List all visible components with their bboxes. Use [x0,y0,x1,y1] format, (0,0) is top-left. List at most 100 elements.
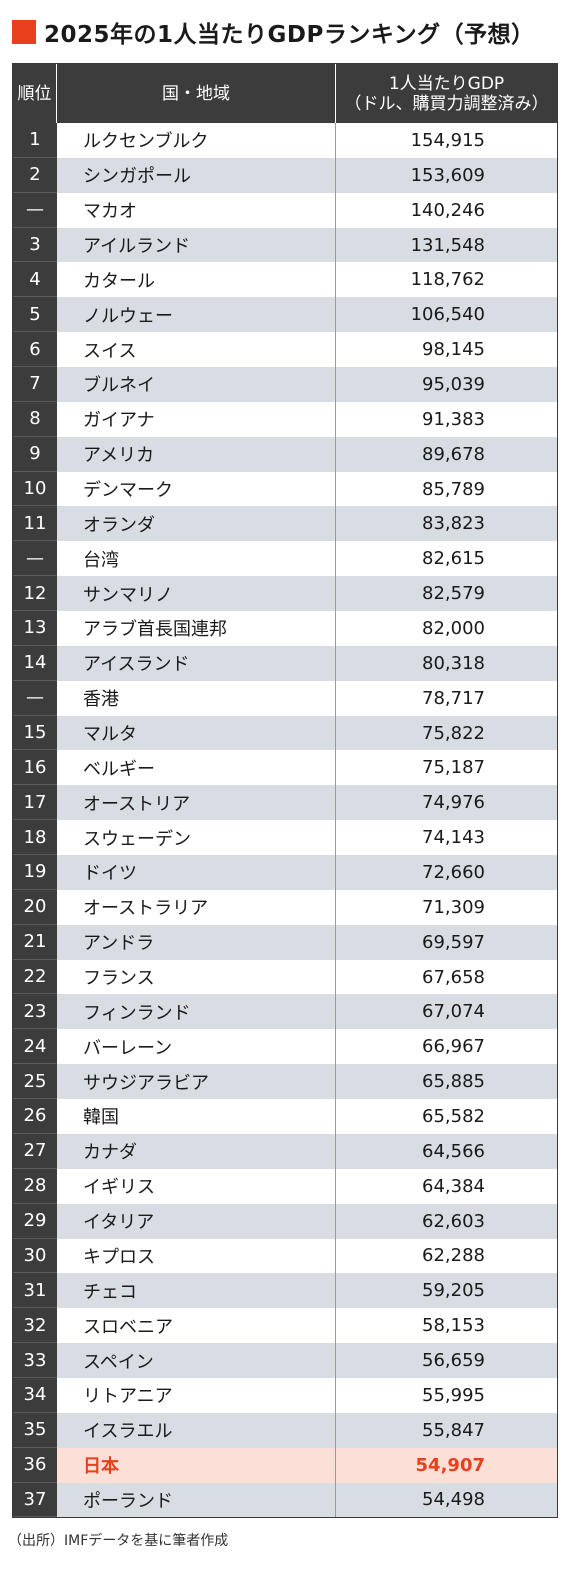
table-row: 28 イギリス 64,384 [13,1168,557,1204]
gdp-cell: 140,246 [410,199,485,221]
table-row: 18 スウェーデン 74,143 [13,820,557,856]
table-row: 1 ルクセンブルク 154,915 [13,123,557,158]
country-cell: オーストリア [57,785,336,821]
rank-cell: 37 [13,1482,57,1518]
country-cell: アラブ首長国連邦 [57,611,336,646]
table-row: 17 オーストリア 74,976 [13,785,557,821]
gdp-cell: 75,822 [422,722,485,744]
rank-cell: 33 [13,1343,57,1378]
gdp-cell: 153,609 [410,164,485,186]
country-cell: フィンランド [57,994,336,1030]
rank-cell: 30 [13,1238,57,1274]
gdp-cell: 65,885 [422,1071,485,1093]
country-cell: マカオ [57,192,336,228]
country-cell: フランス [57,959,336,995]
table-row: 15 マルタ 75,822 [13,715,557,751]
rank-cell: 20 [13,889,57,925]
gdp-cell: 118,762 [410,269,485,291]
gdp-cell: 58,153 [422,1315,485,1337]
rank-cell: 9 [13,436,57,472]
country-cell: イギリス [57,1168,336,1204]
table-row: 9 アメリカ 89,678 [13,436,557,472]
country-cell: デンマーク [57,471,336,507]
gdp-cell: 82,579 [422,583,485,605]
table-row: 24 バーレーン 66,967 [13,1029,557,1065]
rank-cell: 7 [13,367,57,402]
country-cell: バーレーン [57,1029,336,1065]
table-row: 31 チェコ 59,205 [13,1273,557,1309]
table-row: 13 アラブ首長国連邦 82,000 [13,611,557,646]
rank-cell: 31 [13,1273,57,1309]
table-row: 16 ベルギー 75,187 [13,750,557,786]
gdp-cell: 55,995 [422,1384,485,1406]
rank-cell: 13 [13,611,57,646]
table-row: 25 サウジアラビア 65,885 [13,1064,557,1100]
gdp-cell: 85,789 [422,478,485,500]
table-row: — 台湾 82,615 [13,541,557,577]
rank-cell: 22 [13,959,57,995]
rank-cell: 5 [13,297,57,333]
country-cell: ブルネイ [57,367,336,402]
table-row: 4 カタール 118,762 [13,262,557,298]
gdp-cell: 154,915 [410,129,485,151]
rank-cell: 27 [13,1133,57,1169]
header-gdp-line1: 1人当たりGDP [388,73,505,94]
rank-cell: 4 [13,262,57,298]
rank-cell: 14 [13,645,57,681]
country-cell: ポーランド [57,1482,336,1518]
country-cell: マルタ [57,715,336,751]
gdp-cell: 98,145 [422,339,485,361]
country-cell: アイスランド [57,645,336,681]
rank-cell: 3 [13,227,57,263]
rank-cell: 8 [13,401,57,437]
rank-cell: — [13,192,57,228]
gdp-cell: 78,717 [422,687,485,709]
country-cell: サウジアラビア [57,1064,336,1100]
table-row: 34 リトアニア 55,995 [13,1377,557,1413]
rank-cell: 35 [13,1412,57,1448]
gdp-cell: 95,039 [422,373,485,395]
header-rank: 順位 [13,64,57,123]
table-row: 3 アイルランド 131,548 [13,227,557,263]
table-row: 33 スペイン 56,659 [13,1343,557,1378]
rank-cell: 26 [13,1099,57,1134]
table-row: 35 イスラエル 55,847 [13,1412,557,1448]
table-row: 30 キプロス 62,288 [13,1238,557,1274]
country-cell: アメリカ [57,436,336,472]
header-gdp: 1人当たりGDP （ドル、購買力調整済み） [336,64,557,123]
gdp-cell: 69,597 [422,931,485,953]
title-accent-square [12,20,36,44]
gdp-cell: 82,000 [422,617,485,639]
country-cell: サンマリノ [57,576,336,612]
rank-cell: 2 [13,157,57,193]
rank-cell: 12 [13,576,57,612]
country-cell: オランダ [57,506,336,542]
table-row: 12 サンマリノ 82,579 [13,576,557,612]
rank-cell: 18 [13,820,57,856]
country-cell: カナダ [57,1133,336,1169]
rank-cell: — [13,680,57,716]
rank-cell: 25 [13,1064,57,1100]
gdp-cell: 66,967 [422,1036,485,1058]
gdp-cell: 75,187 [422,757,485,779]
table-row: 23 フィンランド 67,074 [13,994,557,1030]
country-cell: イタリア [57,1203,336,1239]
gdp-cell: 64,566 [422,1140,485,1162]
rank-cell: 17 [13,785,57,821]
country-cell: アンドラ [57,924,336,960]
gdp-cell: 82,615 [422,548,485,570]
country-cell: チェコ [57,1273,336,1309]
gdp-cell: 106,540 [410,304,485,326]
country-cell: 台湾 [57,541,336,577]
gdp-cell: 72,660 [422,861,485,883]
rank-cell: 36 [13,1447,57,1483]
table-row: 7 ブルネイ 95,039 [13,367,557,402]
gdp-cell: 71,309 [422,896,485,918]
gdp-cell: 62,288 [422,1245,485,1267]
country-cell: シンガポール [57,157,336,193]
table-row: 11 オランダ 83,823 [13,506,557,542]
ranking-table: 順位 国・地域 1人当たりGDP （ドル、購買力調整済み） 1 ルクセンブルク 15… [12,63,558,1519]
gdp-cell: 55,847 [422,1419,485,1441]
gdp-cell: 56,659 [422,1350,485,1371]
title-bar: 2025年の1人当たりGDPランキング（予想） [12,12,535,52]
